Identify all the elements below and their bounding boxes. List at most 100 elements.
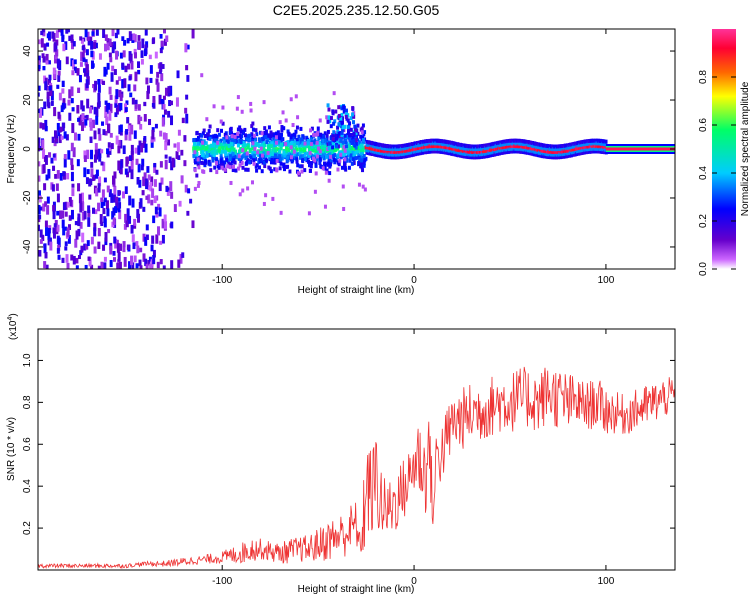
heatmap-cell bbox=[47, 228, 51, 234]
heatmap-cell bbox=[252, 158, 256, 163]
heatmap-cell bbox=[575, 152, 579, 157]
heatmap-cell bbox=[452, 152, 456, 157]
heatmap-cell bbox=[260, 169, 264, 174]
heatmap-cell bbox=[93, 246, 97, 254]
heatmap-cell bbox=[515, 146, 519, 151]
heatmap-cell bbox=[219, 128, 223, 133]
heatmap-cell bbox=[352, 161, 356, 166]
heatmap-cell bbox=[184, 184, 188, 193]
heatmap-cell bbox=[213, 138, 217, 143]
heatmap-cell bbox=[297, 134, 301, 139]
heatmap-cell bbox=[71, 183, 75, 188]
heatmap-cell bbox=[89, 36, 93, 45]
heatmap-cell bbox=[75, 265, 79, 269]
heatmap-cell bbox=[349, 127, 353, 132]
heatmap-cell bbox=[391, 149, 395, 154]
heatmap-cell bbox=[276, 130, 280, 135]
heatmap-cell bbox=[348, 136, 352, 141]
heatmap-cell bbox=[270, 141, 274, 146]
heatmap-cell bbox=[45, 174, 49, 181]
heatmap-cell bbox=[101, 121, 105, 126]
heatmap-cell bbox=[201, 131, 205, 136]
heatmap-cell bbox=[363, 130, 367, 135]
heatmap-cell bbox=[370, 141, 374, 146]
heatmap-cell bbox=[114, 103, 118, 108]
heatmap-cell bbox=[181, 117, 185, 124]
heatmap-cell bbox=[135, 263, 139, 269]
heatmap-cell bbox=[542, 148, 546, 153]
heatmap-cell bbox=[455, 147, 459, 152]
heatmap-cell bbox=[485, 151, 489, 156]
heatmap-cell bbox=[327, 146, 331, 151]
heatmap-cell bbox=[537, 142, 541, 147]
heatmap-cell bbox=[434, 149, 438, 154]
heatmap-cell bbox=[571, 144, 575, 149]
heatmap-cell bbox=[341, 184, 345, 189]
heatmap-cell bbox=[509, 138, 513, 143]
heatmap-cell bbox=[111, 29, 115, 37]
heatmap-cell bbox=[199, 143, 203, 148]
heatmap-cell bbox=[486, 148, 490, 153]
heatmap-cell bbox=[289, 135, 293, 140]
heatmap-cell bbox=[162, 265, 166, 269]
heatmap-cell bbox=[327, 115, 331, 120]
heatmap-cell bbox=[315, 154, 319, 159]
heatmap-cell bbox=[228, 152, 232, 157]
heatmap-cell bbox=[284, 149, 288, 154]
heatmap-cell bbox=[408, 145, 412, 150]
heatmap-cell bbox=[128, 131, 132, 141]
heatmap-cell bbox=[126, 244, 130, 250]
heatmap-cell bbox=[558, 149, 562, 154]
heatmap-cell bbox=[66, 202, 70, 208]
heatmap-cell bbox=[462, 146, 466, 151]
heatmap-cell bbox=[524, 139, 528, 144]
heatmap-cell bbox=[331, 141, 335, 146]
heatmap-cell bbox=[512, 141, 516, 146]
heatmap-cell bbox=[155, 212, 159, 218]
heatmap-cell bbox=[200, 152, 204, 157]
heatmap-cell bbox=[52, 67, 56, 75]
heatmap-cell bbox=[161, 117, 165, 127]
heatmap-cell bbox=[479, 149, 483, 154]
heatmap-cell bbox=[250, 143, 254, 148]
heatmap-cell bbox=[70, 254, 74, 261]
heatmap-cell bbox=[308, 151, 312, 156]
heatmap-cell bbox=[535, 142, 539, 147]
heatmap-cell bbox=[456, 147, 460, 152]
heatmap-cell bbox=[56, 210, 60, 216]
heatmap-cell bbox=[119, 93, 123, 102]
heatmap-cell bbox=[294, 94, 298, 99]
heatmap-cell bbox=[395, 152, 399, 157]
heatmap-cell bbox=[206, 136, 210, 141]
heatmap-cell bbox=[285, 146, 289, 151]
heatmap-cell bbox=[130, 150, 134, 161]
heatmap-cell bbox=[260, 153, 264, 158]
heatmap-cell bbox=[201, 150, 205, 155]
heatmap-cell bbox=[547, 149, 551, 154]
heatmap-cell bbox=[547, 152, 551, 157]
heatmap-cell bbox=[397, 152, 401, 157]
heatmap-cell bbox=[404, 148, 408, 153]
bottom-x-tick-label: 0 bbox=[411, 576, 417, 587]
heatmap-cell bbox=[447, 148, 451, 153]
heatmap-cell bbox=[335, 144, 339, 149]
heatmap-cell bbox=[334, 133, 338, 138]
heatmap-cell bbox=[557, 155, 561, 160]
heatmap-cell bbox=[604, 147, 608, 152]
heatmap-cell bbox=[159, 259, 163, 265]
heatmap-cell bbox=[273, 133, 277, 138]
heatmap-cell bbox=[475, 155, 479, 160]
heatmap-cell bbox=[39, 108, 43, 118]
heatmap-cell bbox=[121, 36, 125, 41]
heatmap-cell bbox=[244, 161, 248, 166]
heatmap-cell bbox=[91, 119, 95, 129]
heatmap-cell bbox=[191, 220, 195, 229]
heatmap-cell bbox=[559, 146, 563, 151]
heatmap-cell bbox=[378, 142, 382, 147]
heatmap-cell bbox=[76, 68, 80, 76]
heatmap-cell bbox=[342, 109, 346, 114]
heatmap-cell bbox=[151, 102, 155, 108]
heatmap-cell bbox=[46, 96, 50, 107]
heatmap-cell bbox=[545, 152, 549, 157]
heatmap-cell bbox=[212, 153, 216, 158]
